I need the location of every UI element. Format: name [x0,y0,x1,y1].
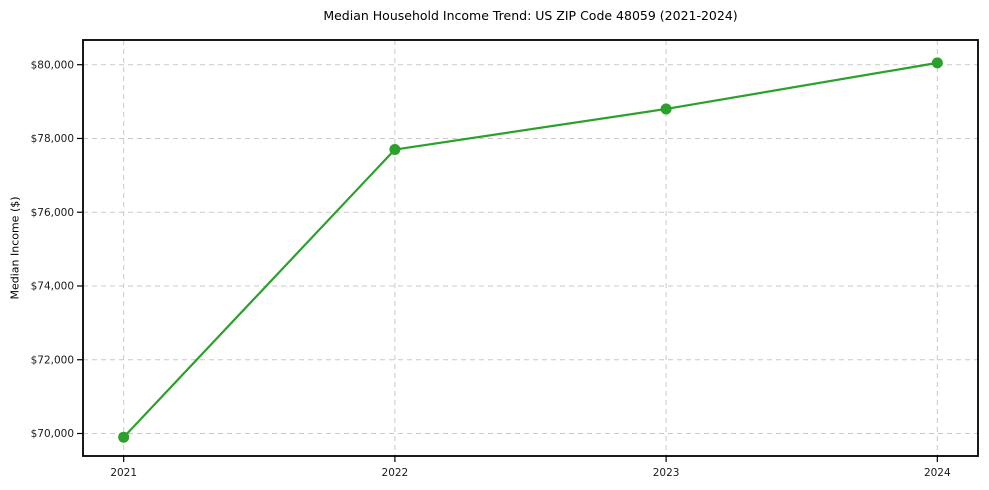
data-point-2023 [660,103,672,115]
y-tick-label: $72,000 [31,354,74,366]
y-tick-label: $76,000 [31,207,74,219]
x-tick-label: 2023 [653,467,680,479]
data-point-2021 [118,431,130,443]
axis-ticks [77,64,938,462]
plot-frame [82,39,979,457]
trend-line [122,61,939,439]
y-axis-label: Median Income ($) [8,196,22,300]
x-tick-label: 2021 [110,467,137,479]
x-tick-label: 2024 [924,467,951,479]
chart-title: Median Household Income Trend: US ZIP Co… [323,8,738,23]
gridlines [83,40,978,456]
data-point-2022 [389,144,401,156]
y-tick-label: $70,000 [31,428,74,440]
y-tick-label: $74,000 [31,281,74,293]
data-point-2024 [931,57,943,69]
axis-tick-labels: $70,000 $72,000 $74,000 $76,000 $78,000 $80,0… [31,59,951,479]
y-tick-label: $78,000 [31,133,74,145]
x-tick-label: 2022 [382,467,409,479]
y-tick-label: $80,000 [31,59,74,71]
